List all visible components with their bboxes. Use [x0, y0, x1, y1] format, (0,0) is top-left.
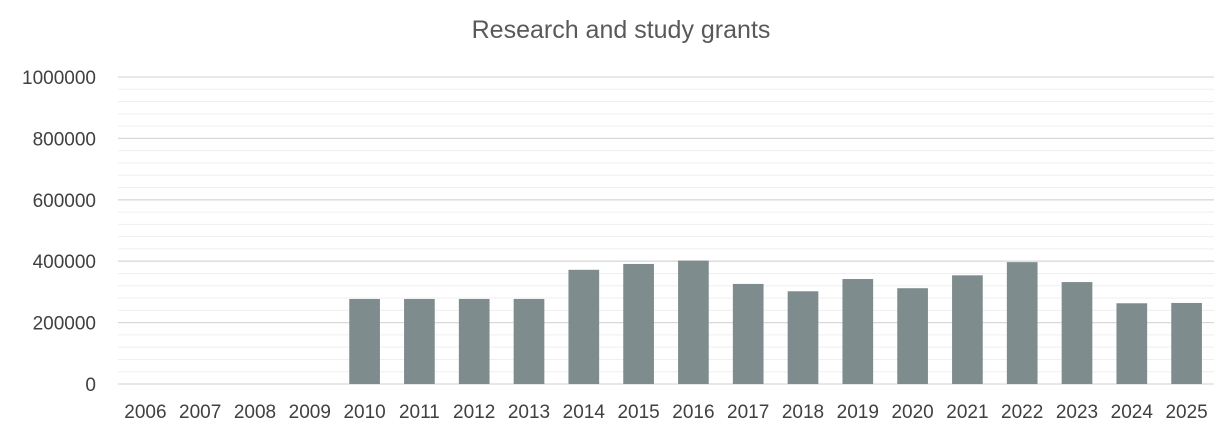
bar: [678, 260, 709, 384]
y-tick-label: 800000: [33, 129, 96, 150]
bar: [842, 279, 874, 384]
bar: [1171, 302, 1202, 384]
x-tick-label: 2019: [837, 402, 879, 423]
x-tick-label: 2006: [124, 402, 166, 423]
x-tick-label: 2024: [1111, 402, 1154, 423]
bar: [513, 298, 545, 384]
bar: [952, 275, 983, 384]
x-tick-label: 2022: [1001, 402, 1043, 423]
x-tick-label: 2011: [399, 402, 440, 423]
x-tick-label: 2017: [727, 402, 769, 423]
x-tick-label: 2010: [343, 402, 385, 423]
bar: [349, 298, 380, 384]
bar: [623, 263, 654, 384]
y-tick-label: 600000: [33, 191, 96, 212]
x-tick-label: 2023: [1056, 402, 1098, 423]
bar: [568, 269, 600, 384]
bar-layer: [349, 260, 1202, 384]
bar: [787, 291, 819, 384]
x-tick-label: 2015: [617, 402, 659, 423]
x-tick-label: 2013: [508, 402, 550, 423]
x-tick-label: 2020: [891, 402, 933, 423]
y-tick-label: 1000000: [22, 68, 96, 89]
x-tick-label: 2009: [289, 402, 331, 423]
bar: [1061, 282, 1093, 384]
x-tick-label: 2008: [234, 402, 276, 423]
x-tick-label: 2021: [946, 402, 988, 423]
y-tick-label: 400000: [33, 252, 96, 273]
y-axis-ticks: 0 200000 400000 600000 800000 1000000: [22, 68, 96, 396]
y-tick-label: 200000: [33, 314, 96, 335]
bar: [732, 283, 764, 384]
x-tick-label: 2016: [672, 402, 714, 423]
y-tick-label: 0: [85, 375, 96, 396]
bar: [458, 298, 490, 384]
x-tick-label: 2014: [563, 402, 606, 423]
bar: [404, 298, 435, 384]
bar: [1006, 262, 1038, 384]
x-tick-label: 2018: [782, 402, 824, 423]
x-axis-ticks: 2006 2007 2008 2009 2010 2011 2012 2013 2014 2015…: [124, 402, 1207, 423]
x-tick-label: 2025: [1165, 402, 1207, 423]
x-tick-label: 2007: [179, 402, 221, 423]
bar: [1116, 303, 1148, 384]
bar: [897, 288, 928, 384]
x-tick-label: 2012: [453, 402, 495, 423]
chart-title: Research and study grants: [472, 16, 771, 44]
grid-layer: [118, 76, 1214, 385]
